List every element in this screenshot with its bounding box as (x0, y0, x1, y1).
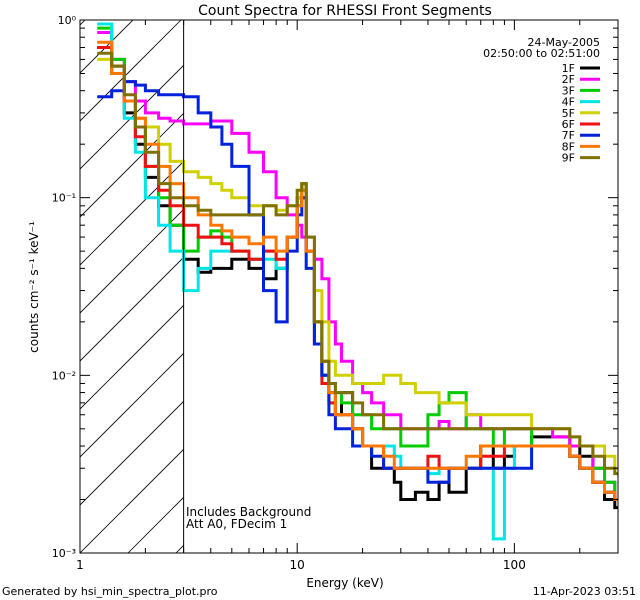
hatch-line (80, 448, 184, 553)
legend-label-8F: 8F (562, 140, 575, 153)
legend-label-3F: 3F (562, 84, 575, 97)
annotation-background: Includes Background (186, 505, 311, 519)
series-9F (97, 51, 618, 476)
chart-title: Count Spectra for RHESSI Front Segments (198, 3, 492, 19)
legend-label-6F: 6F (562, 118, 575, 131)
x-axis-label: Energy (keV) (306, 576, 383, 590)
hatch-line (80, 20, 182, 122)
legend-label-7F: 7F (562, 129, 575, 142)
legend-label-5F: 5F (562, 107, 575, 120)
x-tick-label: 100 (503, 558, 526, 572)
y-axis-label: counts cm⁻² s⁻¹ keV⁻¹ (27, 221, 41, 353)
footer-timestamp: 11-Apr-2023 03:51 (533, 585, 636, 598)
y-tick-label: 10⁻² (52, 369, 76, 382)
footer-generated-by: Generated by hsi_min_spectra_plot.pro (2, 585, 218, 598)
y-tick-label: 10⁻¹ (52, 192, 76, 205)
hatch-line (80, 64, 184, 170)
legend-label-9F: 9F (562, 152, 575, 165)
date-label: 24-May-2005 (528, 36, 600, 49)
hatch-line (80, 208, 184, 314)
time-range-label: 02:50:00 to 02:51:00 (483, 47, 600, 60)
x-tick-label: 10 (290, 558, 305, 572)
hatch-line (80, 400, 184, 506)
legend-label-4F: 4F (562, 96, 575, 109)
plot-frame (79, 19, 619, 554)
y-tick-label: 10⁻³ (52, 547, 76, 560)
hatch-line (80, 256, 184, 362)
legend-label-2F: 2F (562, 73, 575, 86)
axes: 1 10 100 10⁰ 10⁻¹ 10⁻² 10⁻³ (52, 14, 619, 572)
annotation-attenuator: Att A0, FDecim 1 (186, 517, 287, 531)
y-tick-label: 10⁰ (58, 14, 77, 27)
x-tick-label: 1 (76, 558, 84, 572)
legend-label-1F: 1F (562, 62, 575, 75)
below-threshold-hatch (80, 20, 184, 553)
